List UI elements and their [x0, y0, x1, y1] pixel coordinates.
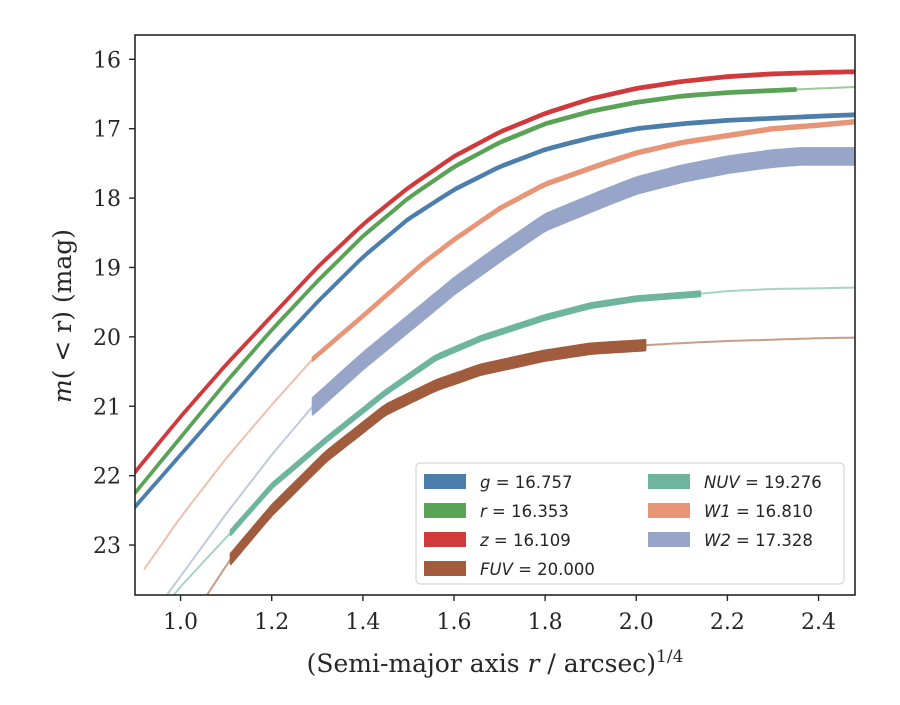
- y-tick-label: 20: [93, 326, 121, 351]
- series-layer: [135, 69, 855, 595]
- legend-swatch-w2: [648, 532, 690, 547]
- x-tick-label: 1.8: [528, 610, 563, 635]
- x-tick-label: 1.6: [436, 610, 471, 635]
- legend-label-r: r = 16.353: [480, 502, 569, 521]
- legend-label-z: z = 16.109: [479, 531, 571, 550]
- y-tick-label: 21: [93, 395, 121, 420]
- y-tick-label: 19: [93, 256, 121, 281]
- x-tick-label: 1.0: [163, 610, 198, 635]
- legend-label-g: g = 16.757: [480, 473, 573, 492]
- x-tick-label: 2.4: [801, 610, 836, 635]
- legend-swatch-z: [424, 532, 466, 547]
- legend-swatch-g: [424, 474, 466, 489]
- legend-swatch-fuv: [424, 561, 466, 576]
- legend-items: g = 16.757 r = 16.353 z = 16.109 FUV = 20.0…: [424, 473, 822, 579]
- x-tick-label: 1.4: [345, 610, 380, 635]
- x-axis-title: (Semi-major axis r / arcsec)1/4: [307, 647, 684, 678]
- series-w1-band: [311, 119, 855, 362]
- legend: g = 16.757 r = 16.353 z = 16.109 FUV = 20.0…: [415, 462, 845, 585]
- legend-label-w2: W2 = 17.328: [704, 531, 813, 550]
- legend-label-w1: W1 = 16.810: [704, 502, 813, 521]
- plot-frame: [134, 34, 856, 596]
- legend-label-nuv: NUV = 19.276: [704, 473, 822, 492]
- series-r-band: [135, 87, 797, 496]
- x-axis-ticks: 1.0 1.2 1.4 1.6 1.8 2.0 2.2 2.4: [163, 595, 836, 635]
- y-tick-label: 18: [93, 187, 121, 212]
- y-tick-label: 17: [93, 118, 121, 143]
- x-tick-label: 2.0: [619, 610, 654, 635]
- y-axis-title: m( < r) (mag): [48, 229, 77, 403]
- legend-swatch-w1: [648, 503, 690, 518]
- series-z-band: [135, 69, 855, 475]
- series-fuv-band: [229, 339, 647, 566]
- x-axis-title-exponent: 1/4: [656, 647, 683, 667]
- y-axis-ticks: 16 17 18 19 20 21 22 23: [93, 48, 135, 559]
- legend-swatch-nuv: [648, 474, 690, 489]
- series-g-model-line: [135, 113, 855, 508]
- y-tick-label: 16: [93, 48, 121, 73]
- y-tick-label: 22: [93, 465, 121, 490]
- legend-frame: [415, 462, 845, 585]
- series-g-band: [135, 112, 855, 510]
- x-axis-title-variable: r: [528, 649, 542, 678]
- series-w2-band: [311, 147, 855, 416]
- legend-label-fuv: FUV = 20.000: [480, 560, 595, 579]
- x-tick-label: 2.2: [710, 610, 745, 635]
- legend-swatch-r: [424, 503, 466, 518]
- series-nuv-band: [229, 290, 702, 536]
- x-tick-label: 1.2: [254, 610, 289, 635]
- y-tick-label: 23: [93, 534, 121, 559]
